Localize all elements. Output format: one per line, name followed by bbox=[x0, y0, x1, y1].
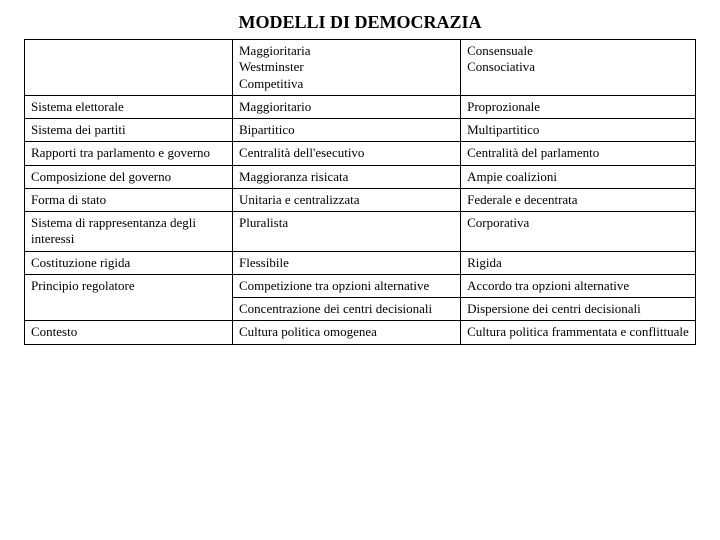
table-row: Contesto Cultura politica omogenea Cultu… bbox=[25, 321, 696, 344]
table-row: Sistema elettorale Maggioritario Proproz… bbox=[25, 95, 696, 118]
page-title: MODELLI DI DEMOCRAZIA bbox=[24, 12, 696, 33]
cell-line: Competitiva bbox=[239, 76, 454, 92]
cell: Proprozionale bbox=[461, 95, 696, 118]
cell: Rigida bbox=[461, 251, 696, 274]
cell: Dispersione dei centri decisionali bbox=[461, 298, 696, 321]
cell: Multipartitico bbox=[461, 119, 696, 142]
row-label: Sistema di rappresentanza degli interess… bbox=[25, 212, 233, 252]
cell: Cultura politica frammentata e conflittu… bbox=[461, 321, 696, 344]
row-label bbox=[25, 40, 233, 96]
cell-line: Consociativa bbox=[467, 59, 689, 75]
cell: Centralità dell'esecutivo bbox=[233, 142, 461, 165]
table-row: Sistema di rappresentanza degli interess… bbox=[25, 212, 696, 252]
table-row: Composizione del governo Maggioranza ris… bbox=[25, 165, 696, 188]
cell-line: Maggioritaria bbox=[239, 43, 454, 59]
row-label: Contesto bbox=[25, 321, 233, 344]
cell: Flessibile bbox=[233, 251, 461, 274]
cell: Ampie coalizioni bbox=[461, 165, 696, 188]
row-label: Forma di stato bbox=[25, 188, 233, 211]
cell: Bipartitico bbox=[233, 119, 461, 142]
table-row: Forma di stato Unitaria e centralizzata … bbox=[25, 188, 696, 211]
row-label: Sistema elettorale bbox=[25, 95, 233, 118]
cell: Maggioritaria Westminster Competitiva bbox=[233, 40, 461, 96]
row-label: Sistema dei partiti bbox=[25, 119, 233, 142]
cell-line: Westminster bbox=[239, 59, 454, 75]
table-row: Rapporti tra parlamento e governo Centra… bbox=[25, 142, 696, 165]
cell: Concentrazione dei centri decisionali bbox=[233, 298, 461, 321]
table-row: Principio regolatore Competizione tra op… bbox=[25, 274, 696, 297]
cell: Corporativa bbox=[461, 212, 696, 252]
row-label: Costituzione rigida bbox=[25, 251, 233, 274]
row-label: Principio regolatore bbox=[25, 274, 233, 321]
row-label: Rapporti tra parlamento e governo bbox=[25, 142, 233, 165]
cell: Centralità del parlamento bbox=[461, 142, 696, 165]
table-row: Sistema dei partiti Bipartitico Multipar… bbox=[25, 119, 696, 142]
cell-line: Consensuale bbox=[467, 43, 689, 59]
cell: Maggioritario bbox=[233, 95, 461, 118]
cell: Accordo tra opzioni alternative bbox=[461, 274, 696, 297]
cell: Competizione tra opzioni alternative bbox=[233, 274, 461, 297]
row-label: Composizione del governo bbox=[25, 165, 233, 188]
table-row: Maggioritaria Westminster Competitiva Co… bbox=[25, 40, 696, 96]
table-row: Costituzione rigida Flessibile Rigida bbox=[25, 251, 696, 274]
democracy-models-table: Maggioritaria Westminster Competitiva Co… bbox=[24, 39, 696, 345]
cell: Maggioranza risicata bbox=[233, 165, 461, 188]
cell: Cultura politica omogenea bbox=[233, 321, 461, 344]
cell: Pluralista bbox=[233, 212, 461, 252]
cell: Consensuale Consociativa bbox=[461, 40, 696, 96]
cell: Federale e decentrata bbox=[461, 188, 696, 211]
cell: Unitaria e centralizzata bbox=[233, 188, 461, 211]
